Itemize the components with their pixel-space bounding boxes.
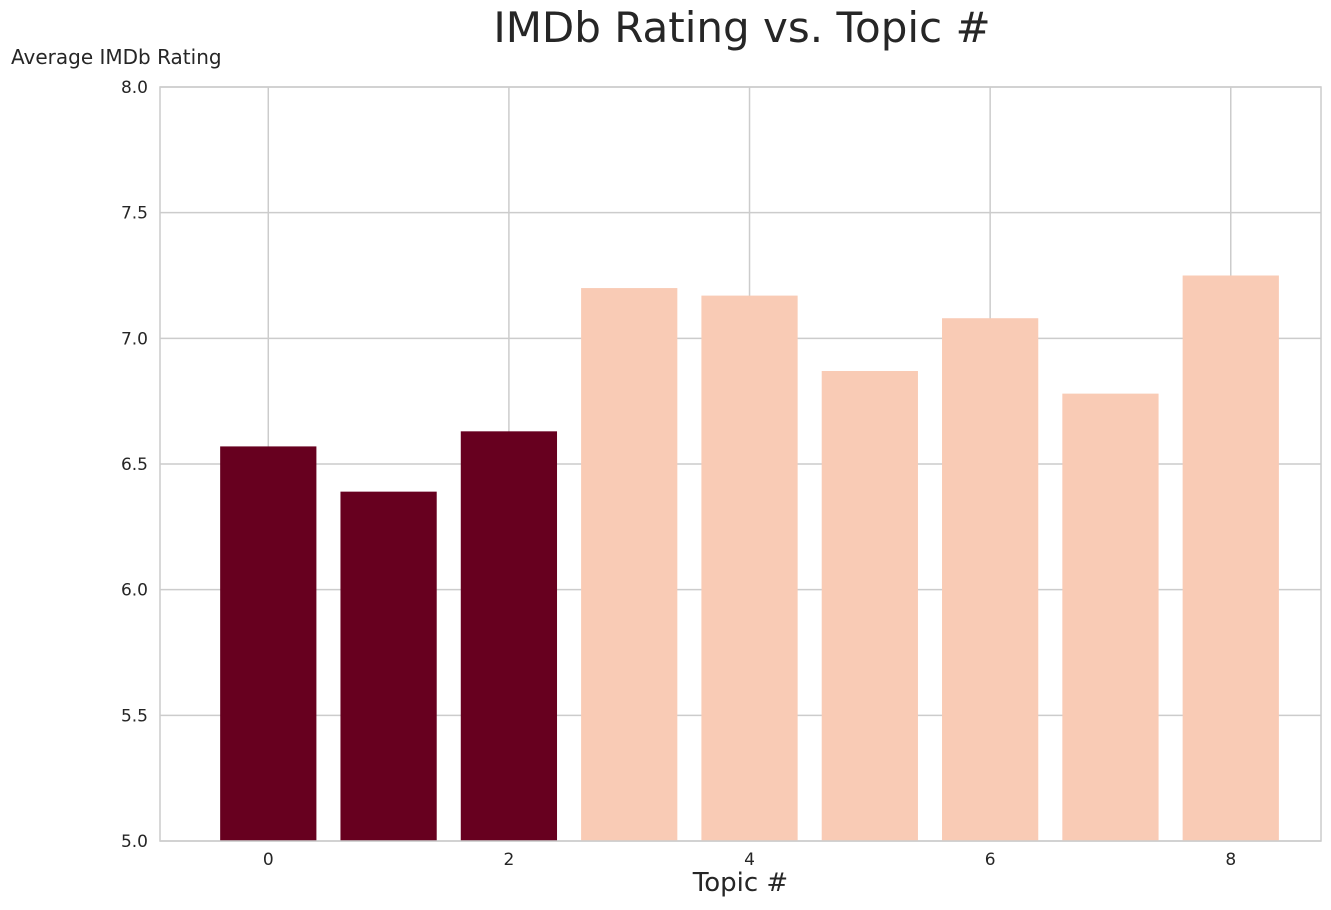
bar-topic-4	[701, 295, 798, 841]
y-tick-label: 8.0	[121, 78, 148, 98]
y-tick-label: 5.0	[121, 832, 148, 852]
bar-topic-5	[821, 371, 918, 841]
chart-title: IMDb Rating vs. Topic #	[493, 3, 991, 52]
bar-topic-2	[460, 431, 558, 841]
y-axis-label: Average IMDb Rating	[11, 45, 222, 69]
tick-labels: 5.0 5.5 6.0 6.5 7.0 7.5 8.0 0 2 4 6 8	[121, 78, 1236, 870]
y-tick-label: 7.5	[121, 204, 148, 224]
x-tick-label: 4	[744, 850, 755, 870]
y-tick-label: 6.5	[121, 455, 148, 475]
bars	[220, 275, 1279, 842]
y-tick-label: 7.0	[121, 329, 148, 349]
bar-topic-8	[1182, 275, 1279, 841]
x-tick-label: 0	[263, 850, 274, 870]
x-tick-label: 2	[503, 850, 514, 870]
x-tick-label: 8	[1225, 850, 1236, 870]
bar-topic-3	[581, 288, 678, 842]
bar-topic-7	[1062, 393, 1159, 841]
plot-frame	[159, 86, 1322, 842]
bar-topic-6	[942, 318, 1039, 841]
y-tick-label: 5.5	[121, 706, 148, 726]
bar-topic-1	[340, 491, 437, 841]
y-tick-label: 6.0	[121, 581, 148, 601]
x-tick-label: 6	[985, 850, 996, 870]
x-axis-label: Topic #	[692, 868, 789, 898]
bar-topic-0	[220, 446, 317, 841]
